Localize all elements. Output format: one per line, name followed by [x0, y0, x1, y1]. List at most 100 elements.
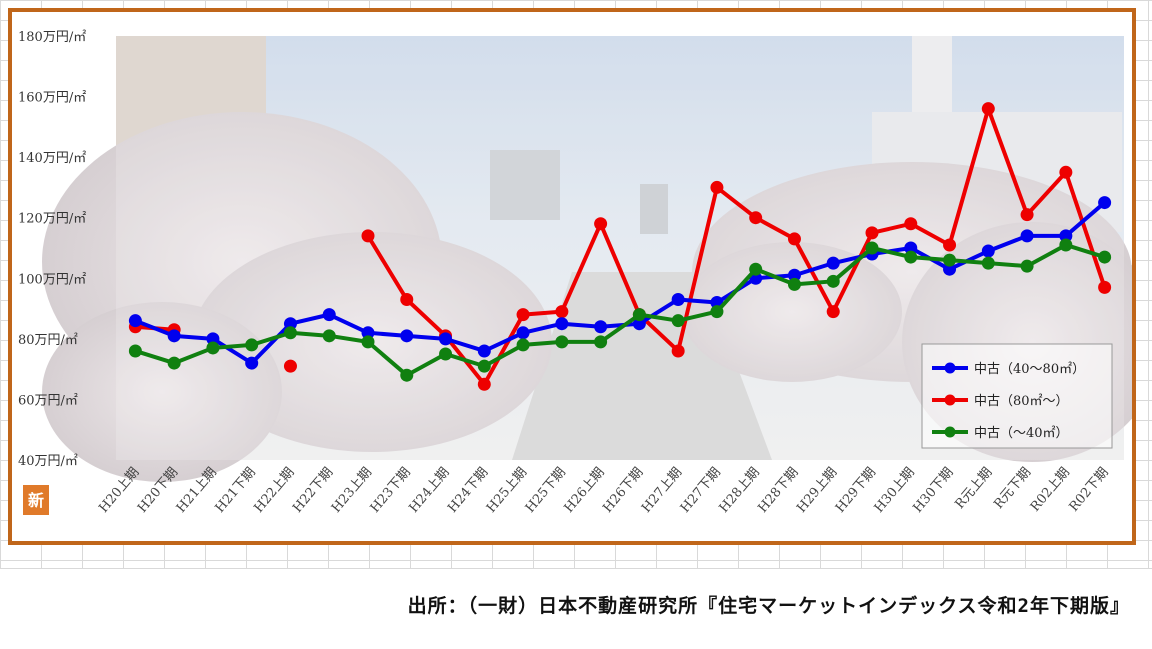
- series-2: [128, 238, 1112, 382]
- x-tick-label: H25上期: [484, 465, 530, 516]
- legend: 中古（40～80㎡） 中古（80㎡～） 中古（～40㎡）: [921, 343, 1113, 449]
- y-tick-label: 180万円/㎡: [18, 30, 86, 45]
- source-footer: 出所：（一財）日本不動産研究所『住宅マーケットインデックス令和2年下期版』: [0, 568, 1152, 649]
- data-point: [632, 308, 646, 322]
- data-point: [981, 244, 995, 258]
- data-point: [981, 256, 995, 270]
- data-point: [206, 332, 220, 346]
- data-point: [516, 308, 530, 322]
- data-point: [245, 356, 259, 370]
- y-tick-label: 160万円/㎡: [18, 91, 86, 106]
- data-point: [167, 329, 181, 343]
- data-point: [594, 335, 608, 349]
- y-tick-label: 140万円/㎡: [18, 151, 86, 166]
- x-axis-labels: H20上期H20下期H21上期H21下期H22上期H22下期H23上期H23下期…: [96, 465, 1111, 516]
- data-point: [904, 250, 918, 264]
- data-point: [1098, 196, 1112, 210]
- line-chart: 40万円/㎡ 60万円/㎡ 80万円/㎡ 100万円/㎡ 120万円/㎡ 140万円/㎡ 1…: [18, 30, 1132, 516]
- data-point: [283, 359, 297, 373]
- data-point: [904, 217, 918, 231]
- data-point: [1059, 165, 1073, 179]
- data-point: [167, 356, 181, 370]
- x-tick-label: H29下期: [833, 465, 879, 516]
- y-tick-label: 80万円/㎡: [18, 333, 78, 348]
- data-point: [594, 217, 608, 231]
- legend-swatch-marker: [944, 426, 956, 438]
- data-point: [787, 277, 801, 291]
- x-tick-label: H26上期: [562, 465, 608, 516]
- data-point: [361, 229, 375, 243]
- data-point: [981, 102, 995, 116]
- data-point: [671, 314, 685, 328]
- x-tick-label: H30下期: [910, 465, 956, 516]
- x-tick-label: H23下期: [368, 465, 414, 516]
- data-point: [594, 320, 608, 334]
- data-point: [749, 262, 763, 276]
- data-point: [1020, 229, 1034, 243]
- y-tick-label: 100万円/㎡: [18, 272, 86, 287]
- data-point: [555, 335, 569, 349]
- legend-swatch-marker: [944, 362, 956, 374]
- series-layer: [128, 102, 1112, 391]
- series-line: [366, 106, 1107, 387]
- data-point: [671, 344, 685, 358]
- data-point: [1098, 280, 1112, 294]
- data-point: [1020, 259, 1034, 273]
- data-point: [943, 238, 957, 252]
- data-point: [826, 274, 840, 288]
- data-point: [710, 305, 724, 319]
- x-tick-label: H28上期: [717, 465, 763, 516]
- data-point: [477, 359, 491, 373]
- data-point: [400, 368, 414, 382]
- data-point: [555, 305, 569, 319]
- x-tick-label: H26下期: [600, 465, 646, 516]
- series-0: [128, 196, 1112, 370]
- y-axis-labels: 40万円/㎡ 60万円/㎡ 80万円/㎡ 100万円/㎡ 120万円/㎡ 140万円/㎡ 1…: [18, 30, 86, 469]
- data-point: [128, 344, 142, 358]
- legend-label: 中古（40～80㎡）: [974, 362, 1085, 377]
- x-tick-label: H27下期: [678, 465, 724, 516]
- data-point: [516, 326, 530, 340]
- x-tick-label: H24上期: [406, 465, 452, 516]
- data-point: [439, 347, 453, 361]
- data-point: [477, 344, 491, 358]
- x-tick-label: H27上期: [639, 465, 685, 516]
- data-point: [865, 226, 879, 240]
- data-point: [361, 326, 375, 340]
- data-point: [128, 314, 142, 328]
- data-point: [245, 338, 259, 352]
- data-point: [322, 308, 336, 322]
- x-tick-label: R02下期: [1067, 465, 1112, 515]
- data-point: [904, 241, 918, 255]
- data-point: [787, 232, 801, 246]
- data-point: [322, 329, 336, 343]
- new-badge: 新: [23, 485, 49, 515]
- data-point: [710, 180, 724, 194]
- data-point: [1059, 238, 1073, 252]
- chart-frame: 40万円/㎡ 60万円/㎡ 80万円/㎡ 100万円/㎡ 120万円/㎡ 140万円/㎡ 1…: [8, 8, 1136, 545]
- x-tick-label: H22上期: [251, 465, 297, 516]
- x-tick-label: H23上期: [329, 465, 375, 516]
- data-point: [555, 317, 569, 331]
- x-tick-label: H28下期: [755, 465, 801, 516]
- data-point: [1020, 208, 1034, 222]
- data-point: [787, 268, 801, 282]
- x-tick-label: H24下期: [445, 465, 491, 516]
- data-point: [477, 377, 491, 391]
- data-point: [671, 292, 685, 306]
- data-point: [632, 317, 646, 331]
- x-tick-label: H22下期: [290, 465, 336, 516]
- new-badge-bg: [23, 485, 49, 515]
- new-badge-text: 新: [28, 491, 44, 510]
- source-citation: 出所：（一財）日本不動産研究所『住宅マーケットインデックス令和2年下期版』: [407, 595, 1130, 617]
- data-point: [516, 338, 530, 352]
- data-point: [943, 253, 957, 267]
- data-point: [826, 305, 840, 319]
- x-tick-label: R元上期: [953, 465, 996, 512]
- legend-label: 中古（80㎡～）: [974, 394, 1069, 409]
- x-tick-label: H21下期: [213, 465, 259, 516]
- data-point: [1059, 229, 1073, 243]
- data-point: [283, 326, 297, 340]
- y-tick-label: 40万円/㎡: [18, 454, 78, 469]
- y-tick-label: 120万円/㎡: [18, 212, 86, 227]
